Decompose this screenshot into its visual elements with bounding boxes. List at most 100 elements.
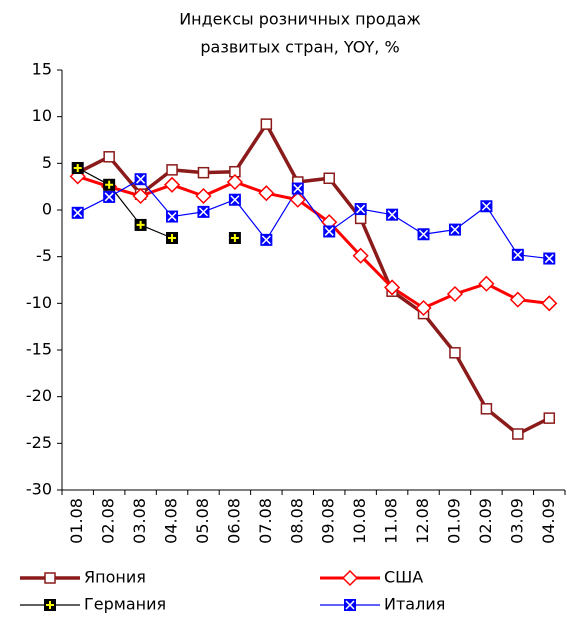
marker (512, 428, 524, 440)
legend-item: США (320, 568, 423, 587)
x-tick-label: 12.08 (413, 498, 432, 544)
marker-shape (230, 195, 240, 205)
marker-shape (136, 220, 145, 229)
marker (103, 151, 115, 163)
x-tick-label: 01.08 (67, 498, 86, 544)
x-tick-label: 01.09 (444, 498, 463, 544)
chart-title: развитых стран, YOY, % (200, 38, 399, 57)
marker-shape (352, 247, 369, 264)
marker-shape (387, 210, 397, 220)
marker-shape (258, 185, 275, 202)
marker-shape (384, 279, 401, 296)
marker (71, 162, 84, 174)
x-tick-label: 05.08 (193, 498, 212, 544)
marker (260, 118, 273, 130)
marker-shape (260, 118, 273, 130)
marker (449, 347, 461, 359)
legend-label: Италия (384, 595, 445, 614)
marker (478, 275, 495, 292)
y-tick-label: -15 (26, 340, 52, 359)
marker-shape (103, 151, 115, 163)
marker (386, 208, 399, 221)
series-line (78, 168, 235, 238)
marker (226, 173, 243, 191)
marker-shape (163, 176, 181, 193)
marker (44, 599, 56, 611)
marker (480, 403, 493, 415)
marker-shape (104, 192, 114, 202)
marker (166, 232, 179, 244)
marker (323, 225, 336, 238)
marker-shape (167, 212, 177, 222)
x-tick-label: 02.08 (99, 498, 118, 544)
x-tick-label: 02.09 (476, 498, 495, 544)
marker (228, 232, 241, 244)
x-tick-label: 09.08 (319, 498, 338, 544)
chart-title: Индексы розничных продаж (179, 10, 421, 29)
marker (228, 193, 241, 206)
marker-shape (541, 295, 558, 312)
x-tick-label: 03.08 (130, 498, 149, 544)
marker (134, 218, 147, 231)
marker (352, 247, 369, 264)
y-tick-label: 0 (42, 200, 52, 219)
marker-shape (481, 201, 491, 211)
marker-shape (46, 601, 54, 609)
marker (71, 206, 84, 219)
marker-shape (73, 208, 83, 218)
marker (134, 173, 147, 186)
marker (289, 191, 306, 208)
marker (291, 182, 304, 195)
marker-shape (132, 187, 149, 205)
marker-shape (324, 226, 334, 236)
marker-shape (195, 187, 212, 205)
marker-shape (449, 347, 461, 359)
marker (354, 203, 367, 216)
marker-shape (345, 600, 355, 610)
marker (446, 285, 464, 303)
marker-shape (44, 572, 56, 584)
marker-shape (415, 299, 432, 317)
marker-shape (293, 184, 303, 194)
marker (448, 223, 461, 236)
marker-shape (478, 275, 495, 292)
y-tick-label: -5 (36, 246, 52, 265)
marker-shape (341, 569, 359, 587)
x-tick-label: 04.09 (539, 498, 558, 544)
marker-shape (544, 254, 554, 264)
marker-shape (513, 250, 523, 260)
legend-item: Италия (320, 595, 445, 614)
marker (341, 569, 359, 587)
marker-shape (543, 412, 556, 424)
legend-label: США (384, 568, 423, 587)
marker-shape (446, 285, 464, 303)
marker-shape (289, 191, 306, 208)
x-tick-label: 04.08 (162, 498, 181, 544)
marker (132, 187, 149, 205)
marker (44, 572, 56, 584)
x-tick-label: 06.08 (224, 498, 243, 544)
legend-item: Германия (20, 595, 166, 614)
marker (541, 295, 558, 312)
y-tick-label: -20 (26, 386, 52, 405)
marker-shape (166, 164, 178, 176)
legend-item: Япония (20, 568, 146, 587)
x-tick-label: 07.08 (256, 498, 275, 544)
marker (415, 299, 432, 317)
y-tick-label: -30 (26, 480, 52, 499)
marker (509, 291, 526, 308)
marker-shape (105, 180, 114, 189)
marker-shape (323, 172, 335, 185)
x-tick-label: 10.08 (350, 498, 369, 544)
marker (344, 599, 356, 611)
marker-shape (356, 204, 366, 214)
y-tick-label: 10 (32, 106, 52, 125)
marker (103, 178, 116, 191)
marker-shape (261, 235, 271, 245)
marker-shape (168, 234, 177, 242)
marker-shape (73, 164, 82, 172)
series-line (76, 122, 551, 436)
marker (543, 252, 556, 265)
marker-shape (512, 428, 524, 440)
